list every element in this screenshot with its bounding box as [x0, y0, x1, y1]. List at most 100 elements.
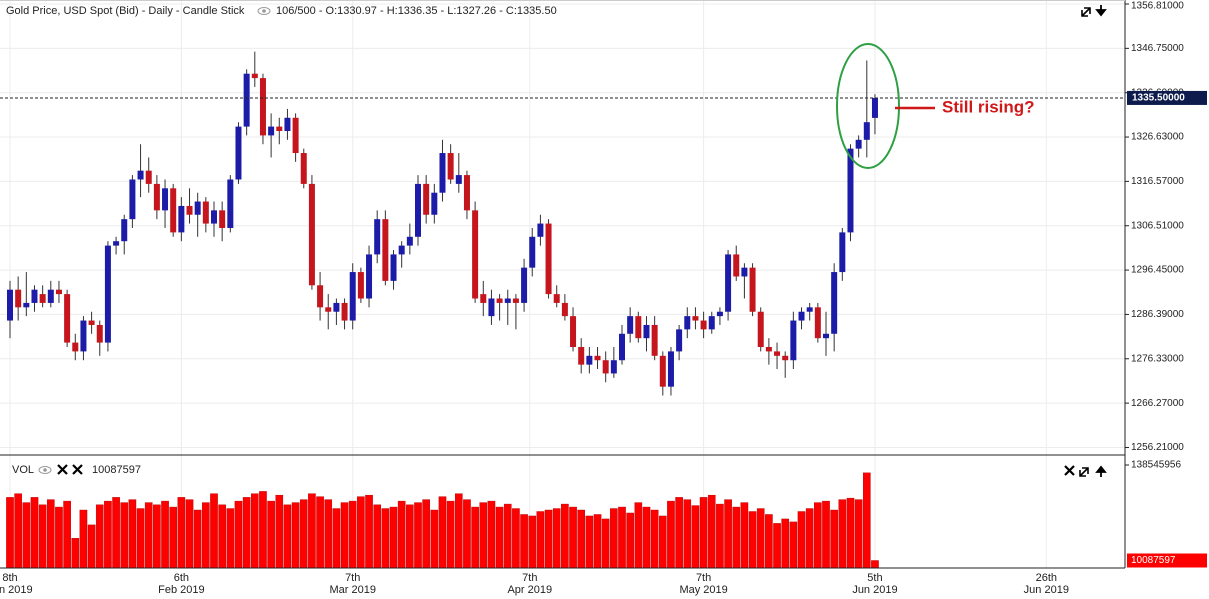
volume-bar	[226, 508, 235, 569]
y-tick-label: 1326.63000	[1131, 132, 1184, 143]
volume-bar	[650, 509, 659, 569]
candle-body	[480, 294, 487, 303]
volume-bar	[414, 502, 422, 569]
candle-body	[341, 302, 348, 321]
candle-body	[463, 175, 470, 211]
volume-bar	[47, 499, 55, 569]
y-tick-label: 1316.57000	[1131, 176, 1184, 187]
candle-body	[578, 346, 585, 365]
candle-body	[561, 302, 568, 317]
volume-bar	[210, 493, 218, 569]
candle-body	[374, 219, 381, 255]
x-tick-label: 6th	[174, 572, 189, 584]
volume-bar	[716, 503, 724, 569]
candle-body	[439, 153, 446, 193]
candle-body	[651, 324, 658, 356]
close-icon[interactable]	[1064, 465, 1075, 476]
volume-bar	[814, 502, 822, 569]
x-tick-sublabel: Feb 2019	[158, 584, 204, 596]
eye-icon[interactable]	[257, 7, 271, 15]
x-tick-label: 7th	[696, 572, 711, 584]
eye-icon[interactable]	[38, 466, 52, 474]
volume-bar	[234, 500, 243, 569]
candle-body	[643, 324, 650, 339]
volume-readout: 10087597	[92, 464, 141, 476]
candle-body	[447, 153, 454, 180]
volume-bar	[291, 502, 300, 569]
expand-icon[interactable]	[1081, 7, 1091, 17]
candle-body	[186, 205, 193, 215]
x-tick-sublabel: Apr 2019	[507, 584, 552, 596]
volume-bar	[585, 515, 594, 569]
x-tick-label: 26th	[1036, 572, 1057, 584]
close-icon[interactable]	[57, 464, 68, 475]
volume-bar	[153, 504, 161, 569]
candle-body	[708, 316, 715, 330]
candle-body	[317, 285, 324, 308]
candle-body	[814, 307, 821, 339]
volume-bar	[471, 506, 479, 569]
candle-body	[64, 294, 71, 343]
down-arrow-icon[interactable]	[1095, 5, 1107, 17]
volume-bar	[830, 509, 838, 569]
volume-bar	[316, 496, 324, 569]
volume-bar	[275, 494, 284, 569]
candle-body	[765, 346, 772, 352]
y-tick-label: 1286.39000	[1131, 309, 1184, 320]
volume-bar	[495, 506, 504, 569]
highlight-ellipse	[836, 43, 900, 169]
price-label-box	[1127, 90, 1207, 105]
candle-body	[15, 289, 22, 308]
y-tick-label: 1356.81000	[1131, 1, 1184, 12]
volume-bar	[675, 497, 683, 569]
x-tick-label: 7th	[522, 572, 537, 584]
candle-body	[806, 307, 813, 312]
volume-bar	[30, 497, 39, 569]
volume-bar	[626, 512, 634, 569]
ohlc-readout: 106/500 - O:1330.97 - H:1336.35 - L:1327…	[276, 5, 557, 17]
x-tick-label: 7th	[345, 572, 360, 584]
volume-bar	[740, 502, 749, 569]
volume-bar	[161, 500, 169, 569]
volume-bar	[601, 518, 610, 569]
volume-bar	[503, 503, 512, 569]
volume-bar	[691, 505, 700, 569]
volume-bar	[756, 508, 765, 569]
volume-bar	[422, 499, 430, 569]
volume-bar	[348, 500, 357, 569]
candle-body	[504, 298, 511, 303]
volume-bar	[528, 515, 537, 569]
candle-body	[667, 351, 674, 387]
chart-title: Gold Price, USD Spot (Bid) - Daily - Can…	[6, 5, 245, 17]
volume-bar	[724, 499, 732, 569]
candle-body	[610, 360, 617, 374]
volume-bar	[863, 472, 871, 569]
candle-body	[268, 126, 275, 136]
volume-bar	[193, 509, 202, 569]
y-tick-label: 1296.45000	[1131, 265, 1184, 276]
volume-bar	[6, 497, 14, 569]
expand-icon[interactable]	[1079, 467, 1089, 477]
candle-body	[749, 267, 756, 312]
candle-body	[537, 223, 544, 237]
candle-body	[129, 179, 136, 220]
volume-bar	[577, 509, 585, 569]
close-icon[interactable]	[72, 464, 83, 475]
volume-bar	[593, 514, 602, 569]
volume-bar	[169, 506, 178, 569]
candle-body	[23, 302, 30, 308]
volume-bar	[267, 500, 275, 569]
candle-body	[871, 97, 878, 118]
candle-body	[774, 351, 781, 356]
candle-body	[284, 117, 291, 131]
candle-body	[619, 333, 625, 361]
candle-body	[782, 355, 789, 361]
candle-body	[733, 254, 740, 277]
up-arrow-icon[interactable]	[1095, 465, 1107, 477]
candle-body	[863, 122, 870, 140]
y-tick-label: 1266.27000	[1131, 398, 1184, 409]
volume-bar	[683, 499, 692, 569]
candle-body	[243, 73, 250, 127]
